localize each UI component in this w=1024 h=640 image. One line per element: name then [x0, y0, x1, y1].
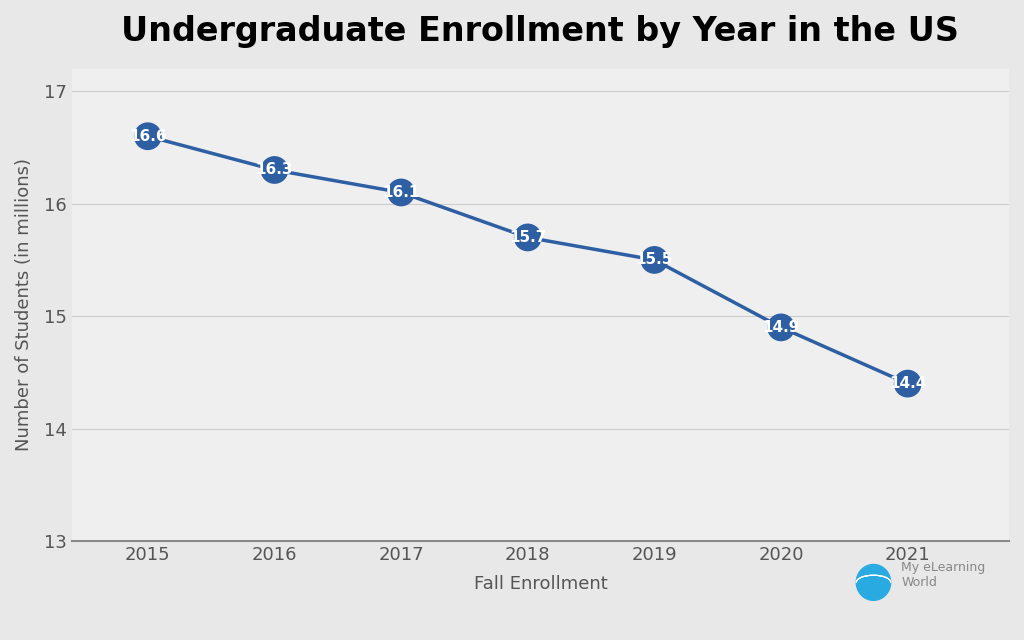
Point [773, 323, 790, 333]
Point [266, 165, 283, 175]
Text: 16.3: 16.3 [256, 163, 293, 177]
Text: 14.9: 14.9 [762, 320, 800, 335]
Text: 14.4: 14.4 [889, 376, 927, 391]
Circle shape [856, 564, 891, 600]
Point [393, 188, 410, 198]
Text: 16.6: 16.6 [129, 129, 167, 144]
Text: 15.5: 15.5 [636, 252, 673, 268]
Text: My eLearning
World: My eLearning World [901, 561, 985, 589]
Point [519, 232, 536, 243]
Text: 16.1: 16.1 [382, 185, 420, 200]
Point [899, 378, 915, 388]
Title: Undergraduate Enrollment by Year in the US: Undergraduate Enrollment by Year in the … [122, 15, 959, 48]
X-axis label: Fall Enrollment: Fall Enrollment [473, 575, 607, 593]
Text: 15.7: 15.7 [509, 230, 547, 245]
Point [139, 131, 156, 141]
Point [646, 255, 663, 265]
Y-axis label: Number of Students (in millions): Number of Students (in millions) [15, 159, 33, 451]
